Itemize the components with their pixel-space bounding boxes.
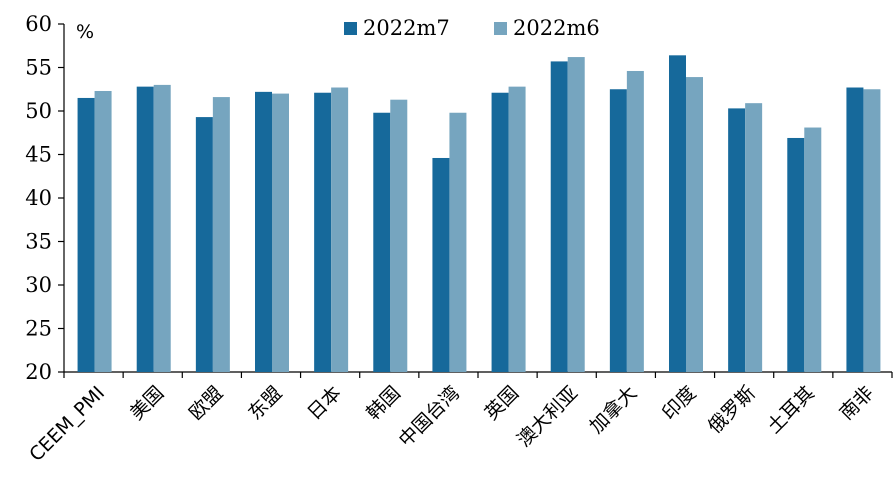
- bar-2022m6-7: [508, 86, 526, 372]
- category-label: 澳大利亚: [513, 382, 582, 451]
- category-label: 土耳其: [763, 382, 819, 438]
- category-label: 印度: [658, 382, 700, 424]
- bar-2022m7-0: [77, 97, 95, 372]
- bar-2022m7-3: [255, 91, 272, 373]
- category-labels: CEEM_PMI 美国 欧盟 东盟 日本 韩国中国台湾 英国澳大利亚 加拿大 印度 俄罗斯 土耳其南…: [25, 381, 878, 466]
- category-label: CEEM_PMI: [25, 382, 109, 466]
- bar-2022m6-4: [331, 87, 349, 372]
- x-ticks: [63, 372, 893, 378]
- bar-2022m7-5: [373, 112, 391, 373]
- category-label: 英国: [481, 382, 523, 424]
- category-label: 俄罗斯: [704, 382, 760, 438]
- y-ticks: 20 25 30 35 40 45 50 55 60: [25, 12, 64, 384]
- y-tick-label: 25: [25, 317, 52, 341]
- bar-2022m6-8: [567, 57, 585, 373]
- bar-2022m6-6: [449, 112, 467, 373]
- bar-2022m7-13: [846, 87, 864, 372]
- category-label: 东盟: [244, 382, 286, 424]
- legend-swatch: [494, 22, 507, 35]
- legend-label: 2022m7: [363, 16, 450, 40]
- y-tick-label: 40: [25, 186, 52, 210]
- bar-2022m6-11: [745, 103, 763, 373]
- legend-label: 2022m6: [513, 16, 600, 40]
- bar-2022m6-12: [804, 127, 822, 372]
- y-tick-label: 35: [25, 230, 52, 254]
- category-label: 日本: [303, 382, 345, 424]
- y-axis: 20 25 30 35 40 45 50 55 60: [25, 12, 65, 384]
- category-label: 韩国: [362, 382, 404, 424]
- bar-2022m6-2: [212, 97, 230, 372]
- legend: 2022m7 2022m6: [344, 16, 600, 40]
- bar-2022m6-10: [686, 77, 703, 372]
- bar-2022m7-6: [432, 157, 450, 372]
- category-label: 欧盟: [185, 382, 227, 424]
- legend-swatch: [344, 22, 357, 35]
- y-tick-label: 45: [25, 143, 52, 167]
- bar-2022m7-1: [136, 86, 154, 372]
- bar-2022m6-9: [626, 70, 644, 372]
- bar-2022m6-5: [390, 99, 408, 372]
- y-unit-label: %: [76, 21, 94, 43]
- bar-2022m6-1: [153, 84, 171, 373]
- bar-2022m7-4: [314, 92, 332, 372]
- bar-2022m7-12: [787, 137, 805, 372]
- bar-2022m7-11: [728, 108, 746, 372]
- x-axis: [63, 371, 893, 378]
- y-tick-label: 60: [25, 12, 52, 36]
- category-label: 中国台湾: [395, 382, 464, 451]
- category-label: 美国: [126, 382, 168, 424]
- y-tick-label: 30: [25, 273, 52, 297]
- bar-2022m7-8: [550, 61, 568, 372]
- category-label: 南非: [836, 382, 878, 424]
- bar-2022m6-0: [94, 90, 112, 373]
- bar-2022m7-9: [609, 89, 627, 372]
- category-label: 加拿大: [585, 381, 642, 438]
- bars: [77, 55, 881, 373]
- bar-2022m6-13: [863, 89, 881, 372]
- bar-2022m7-10: [669, 55, 686, 372]
- bar-2022m7-2: [195, 117, 213, 372]
- y-tick-label: 50: [25, 99, 52, 123]
- y-tick-label: 55: [25, 56, 52, 80]
- bar-2022m6-3: [272, 93, 289, 372]
- y-tick-label: 20: [25, 360, 52, 384]
- bar-2022m7-7: [491, 92, 509, 372]
